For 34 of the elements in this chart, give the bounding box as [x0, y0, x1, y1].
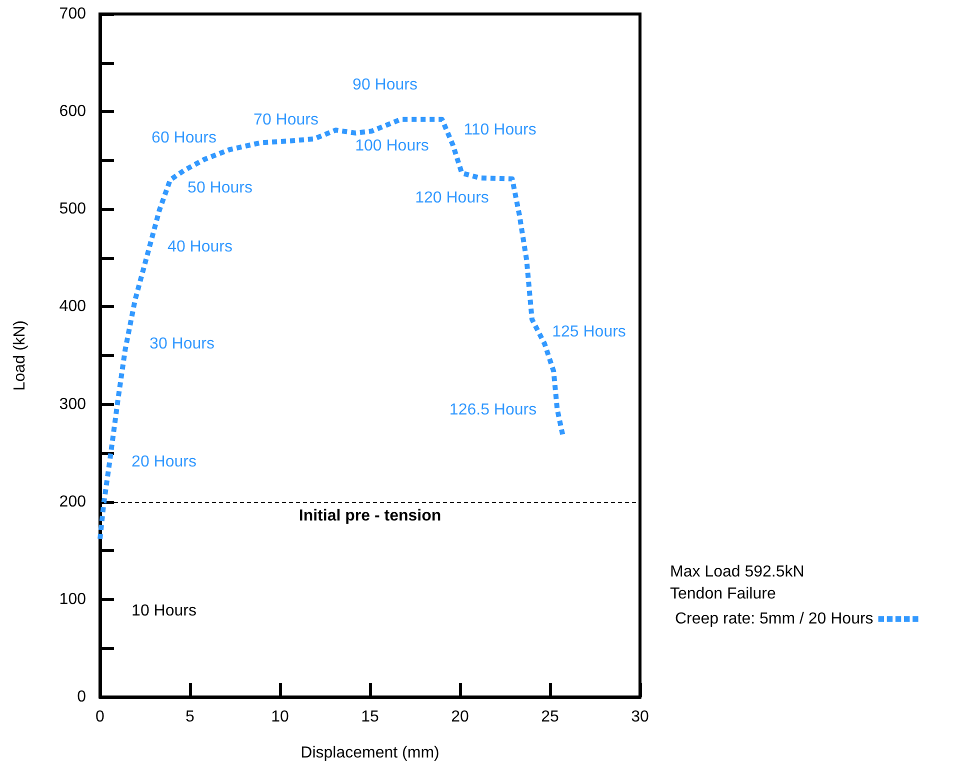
annotation: 30 Hours [150, 336, 214, 352]
y-tick-label: 0 [77, 688, 86, 706]
text: Tendon Failure [670, 586, 776, 602]
x-tick-label: 10 [271, 708, 289, 726]
x-tick-label: 5 [186, 708, 195, 726]
annotation: 120 Hours [415, 190, 489, 206]
y-tick-label: 700 [59, 6, 86, 22]
y-tick-label: 400 [59, 298, 86, 316]
x-tick-label: 15 [361, 708, 379, 726]
annotation: 70 Hours [254, 112, 318, 128]
y-tick-label: 500 [59, 200, 86, 218]
x-tick-label: 30 [631, 708, 649, 726]
text: Max Load 592.5kN [670, 564, 804, 580]
y-tick-label: 100 [59, 590, 86, 608]
annotation: 110 Hours [464, 122, 536, 138]
y-tick-label: 600 [59, 103, 86, 120]
y-tick-label: 200 [59, 493, 86, 510]
annotation: 40 Hours [168, 238, 232, 256]
annotation: 125 Hours [552, 324, 626, 340]
annotation: 10 Hours [132, 602, 196, 620]
annotation: 126.5 Hours [449, 402, 537, 418]
annotation: 60 Hours [152, 130, 216, 146]
annotation: 90 Hours [352, 76, 418, 94]
annotation: 50 Hours [188, 180, 252, 196]
y-axis-title: Load (kN) [12, 320, 28, 391]
ref-line-label: Initial pre - tension [298, 507, 442, 524]
legend-label: Creep rate: 5mm / 20 Hours [675, 610, 874, 628]
x-tick-label: 20 [451, 708, 469, 726]
x-axis-title: Displacement (mm) [300, 744, 440, 762]
x-tick-label: 0 [96, 708, 105, 726]
annotation: 20 Hours [132, 454, 196, 470]
annotation: 100 Hours [355, 138, 429, 154]
x-tick-label: 25 [541, 708, 559, 726]
y-tick-label: 300 [59, 396, 86, 413]
